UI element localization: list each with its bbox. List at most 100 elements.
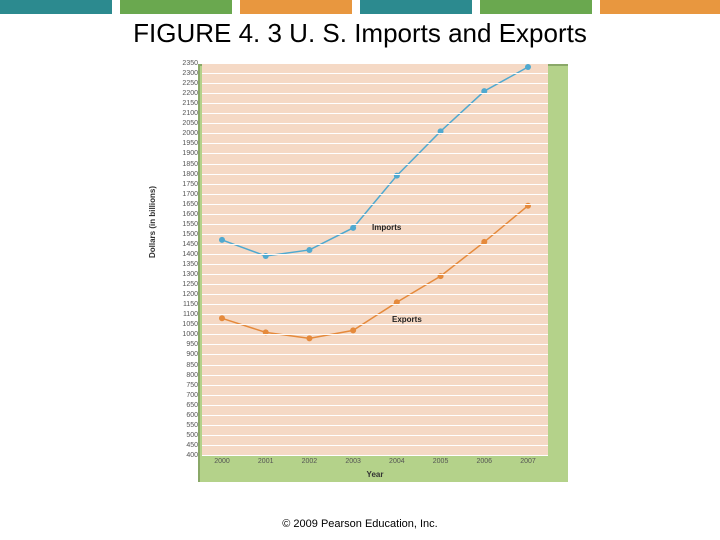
- y-tick-label: 400: [168, 452, 198, 459]
- y-tick-label: 2200: [168, 90, 198, 97]
- header-bar-segment: [600, 0, 720, 14]
- y-tick-label: 1600: [168, 211, 198, 218]
- y-tick-label: 1100: [168, 311, 198, 318]
- y-tick-label: 450: [168, 442, 198, 449]
- gridline: [202, 133, 548, 134]
- y-tick-label: 900: [168, 351, 198, 358]
- gridline: [202, 123, 548, 124]
- gridline: [202, 344, 548, 345]
- y-tick-label: 850: [168, 362, 198, 369]
- gridline: [202, 445, 548, 446]
- y-tick-label: 950: [168, 341, 198, 348]
- y-tick-label: 2350: [168, 60, 198, 67]
- gridline: [202, 415, 548, 416]
- series-marker-exports: [219, 315, 225, 321]
- gridline: [202, 174, 548, 175]
- gridline: [202, 83, 548, 84]
- header-bar-segment: [352, 0, 360, 14]
- y-tick-label: 1050: [168, 321, 198, 328]
- chart-svg: [202, 63, 548, 455]
- y-tick-label: 500: [168, 432, 198, 439]
- gridline: [202, 73, 548, 74]
- y-tick-label: 1850: [168, 161, 198, 168]
- y-tick-label: 2100: [168, 110, 198, 117]
- header-bar-segment: [0, 0, 112, 14]
- gridline: [202, 304, 548, 305]
- y-tick-label: 2000: [168, 130, 198, 137]
- header-bar-segment: [480, 0, 592, 14]
- x-tick-label: 2001: [258, 458, 274, 465]
- x-axis-label: Year: [202, 470, 548, 479]
- y-tick-label: 1200: [168, 291, 198, 298]
- gridline: [202, 334, 548, 335]
- y-tick-label: 650: [168, 402, 198, 409]
- figure-title: FIGURE 4. 3 U. S. Imports and Exports: [0, 18, 720, 49]
- gridline: [202, 425, 548, 426]
- y-tick-label: 1500: [168, 231, 198, 238]
- gridline: [202, 385, 548, 386]
- series-marker-exports: [350, 327, 356, 333]
- header-bar-segment: [472, 0, 480, 14]
- series-marker-exports: [306, 335, 312, 341]
- y-tick-label: 1350: [168, 261, 198, 268]
- y-tick-label: 1250: [168, 281, 198, 288]
- header-bar-segment: [232, 0, 240, 14]
- gridline: [202, 284, 548, 285]
- gridline: [202, 264, 548, 265]
- y-tick-label: 1950: [168, 140, 198, 147]
- x-tick-label: 2000: [214, 458, 230, 465]
- chart-plot-area: [202, 63, 548, 455]
- series-marker-imports: [525, 64, 531, 70]
- series-marker-imports: [306, 247, 312, 253]
- gridline: [202, 164, 548, 165]
- y-tick-label: 1000: [168, 331, 198, 338]
- gridline: [202, 244, 548, 245]
- gridline: [202, 274, 548, 275]
- y-tick-label: 1300: [168, 271, 198, 278]
- y-tick-label: 1700: [168, 191, 198, 198]
- gridline: [202, 194, 548, 195]
- gridline: [202, 354, 548, 355]
- y-tick-label: 1800: [168, 171, 198, 178]
- y-tick-label: 1550: [168, 221, 198, 228]
- gridline: [202, 375, 548, 376]
- x-tick-label: 2006: [476, 458, 492, 465]
- y-tick-label: 2150: [168, 100, 198, 107]
- header-accent-bar: [0, 0, 720, 14]
- header-bar-segment: [240, 0, 352, 14]
- header-bar-segment: [592, 0, 600, 14]
- y-tick-label: 2050: [168, 120, 198, 127]
- gridline: [202, 143, 548, 144]
- series-label-imports: Imports: [372, 223, 401, 232]
- y-tick-label: 700: [168, 392, 198, 399]
- y-tick-label: 750: [168, 382, 198, 389]
- gridline: [202, 153, 548, 154]
- header-bar-segment: [120, 0, 232, 14]
- gridline: [202, 314, 548, 315]
- x-tick-label: 2004: [389, 458, 405, 465]
- x-tick-label: 2003: [345, 458, 361, 465]
- gridline: [202, 294, 548, 295]
- y-tick-label: 2250: [168, 80, 198, 87]
- gridline: [202, 103, 548, 104]
- gridline: [202, 405, 548, 406]
- x-tick-label: 2005: [433, 458, 449, 465]
- y-tick-label: 800: [168, 372, 198, 379]
- gridline: [202, 395, 548, 396]
- copyright-footer: © 2009 Pearson Education, Inc.: [0, 518, 720, 530]
- y-tick-label: 1450: [168, 241, 198, 248]
- y-tick-label: 550: [168, 422, 198, 429]
- gridline: [202, 113, 548, 114]
- gridline: [202, 214, 548, 215]
- series-marker-imports: [219, 237, 225, 243]
- gridline: [202, 93, 548, 94]
- y-tick-label: 1900: [168, 150, 198, 157]
- gridline: [202, 324, 548, 325]
- gridline: [202, 365, 548, 366]
- y-tick-label: 1150: [168, 301, 198, 308]
- x-tick-label: 2007: [520, 458, 536, 465]
- gridline: [202, 234, 548, 235]
- gridline: [202, 204, 548, 205]
- x-tick-label: 2002: [302, 458, 318, 465]
- chart-container: Dollars (in billions) Year 4004505005506…: [150, 58, 570, 488]
